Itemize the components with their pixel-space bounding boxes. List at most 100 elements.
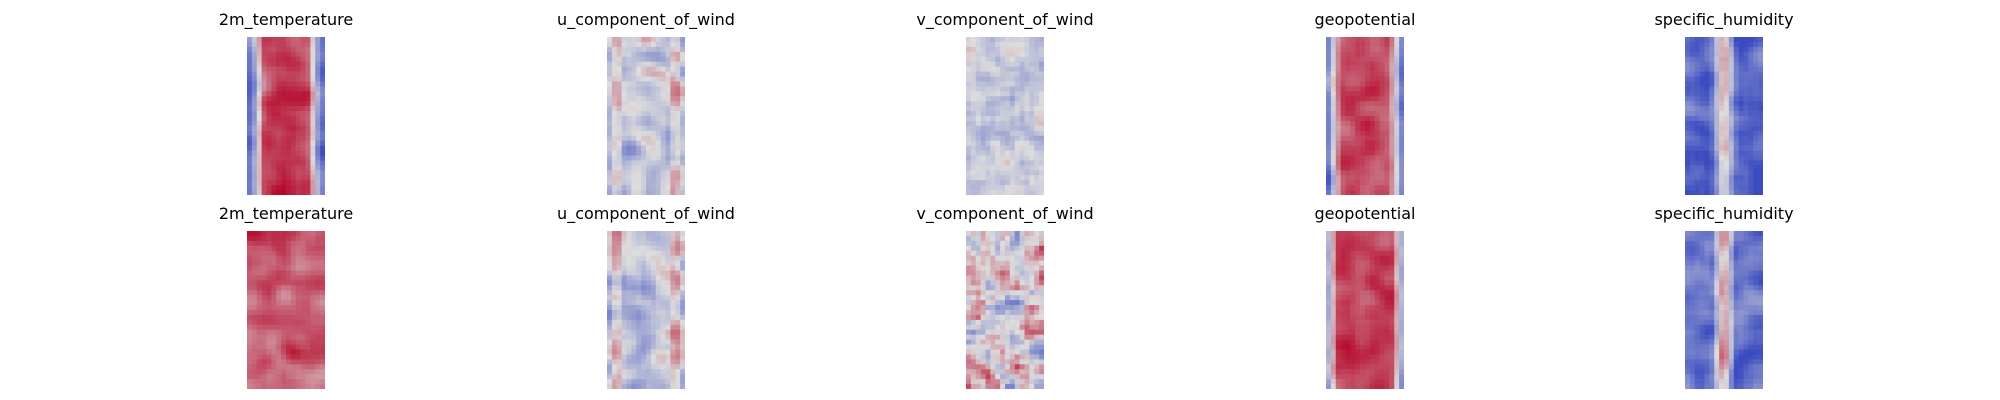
heatmap-cell bbox=[1743, 160, 1749, 166]
heatmap-cell bbox=[1714, 295, 1720, 301]
heatmap-cell bbox=[1330, 51, 1337, 58]
heatmap-cell bbox=[1738, 37, 1744, 43]
heatmap-cell bbox=[966, 231, 972, 237]
heatmap-image bbox=[607, 37, 685, 195]
heatmap-cell bbox=[607, 175, 613, 181]
heatmap-cell bbox=[1330, 270, 1337, 276]
heatmap-cell bbox=[1029, 96, 1035, 102]
heatmap-panel: u_component_of_wind bbox=[496, 10, 796, 200]
heatmap-cell bbox=[655, 130, 661, 137]
heatmap-cell bbox=[1379, 339, 1385, 345]
heatmap-cell bbox=[966, 96, 972, 102]
heatmap-cell bbox=[1399, 275, 1404, 281]
heatmap-cell bbox=[660, 106, 666, 112]
heatmap-cell bbox=[665, 270, 671, 276]
heatmap-cell bbox=[1024, 359, 1030, 365]
heatmap-cell bbox=[1340, 37, 1346, 43]
heatmap-cell bbox=[1360, 319, 1366, 326]
heatmap-cell bbox=[1724, 56, 1730, 62]
heatmap-cell bbox=[641, 344, 647, 350]
heatmap-cell bbox=[251, 305, 258, 311]
heatmap-cell bbox=[660, 305, 666, 311]
heatmap-cell bbox=[1000, 339, 1006, 345]
heatmap-cell bbox=[626, 175, 632, 181]
heatmap-cell bbox=[665, 255, 671, 261]
heatmap-cell bbox=[1000, 41, 1006, 48]
heatmap-cell bbox=[281, 190, 287, 195]
heatmap-cell bbox=[1694, 240, 1700, 247]
heatmap-cell bbox=[1340, 231, 1346, 237]
heatmap-cell bbox=[975, 319, 981, 326]
heatmap-cell bbox=[300, 135, 306, 141]
heatmap-cell bbox=[1034, 190, 1040, 195]
heatmap-cell bbox=[266, 384, 272, 389]
heatmap-cell bbox=[1000, 369, 1006, 375]
heatmap-cell bbox=[660, 374, 666, 380]
heatmap-cell bbox=[636, 76, 642, 82]
heatmap-cell bbox=[1743, 130, 1749, 137]
heatmap-cell bbox=[626, 120, 632, 127]
heatmap-cell bbox=[1748, 51, 1754, 58]
heatmap-cell bbox=[1728, 175, 1735, 181]
heatmap-cell bbox=[1360, 175, 1366, 181]
heatmap-cell bbox=[1714, 334, 1720, 340]
heatmap-cell bbox=[660, 285, 666, 291]
heatmap-cell bbox=[1365, 180, 1371, 186]
heatmap-cell bbox=[1005, 280, 1011, 286]
heatmap-cell bbox=[305, 231, 311, 237]
heatmap-cell bbox=[276, 290, 282, 296]
heatmap-cell bbox=[247, 300, 253, 306]
heatmap-cell bbox=[1000, 235, 1006, 242]
heatmap-cell bbox=[1728, 185, 1735, 191]
heatmap-cell bbox=[1345, 86, 1351, 92]
heatmap-cell bbox=[626, 185, 632, 191]
heatmap-cell bbox=[247, 145, 253, 151]
heatmap-cell bbox=[305, 285, 311, 291]
heatmap-cell bbox=[980, 255, 986, 261]
heatmap-cell bbox=[1694, 339, 1700, 345]
heatmap-cell bbox=[315, 101, 321, 107]
heatmap-cell bbox=[1039, 185, 1044, 191]
heatmap-cell bbox=[320, 384, 325, 389]
heatmap-cell bbox=[1728, 245, 1735, 252]
heatmap-cell bbox=[975, 374, 981, 380]
heatmap-cell bbox=[660, 185, 666, 191]
heatmap-cell bbox=[1340, 51, 1346, 58]
heatmap-cell bbox=[1728, 101, 1735, 107]
heatmap-cell bbox=[985, 270, 991, 276]
heatmap-cell bbox=[1379, 180, 1385, 186]
heatmap-cell bbox=[990, 344, 996, 350]
heatmap-cell bbox=[641, 160, 647, 166]
heatmap-cell bbox=[1724, 71, 1730, 77]
heatmap-cell bbox=[1360, 61, 1366, 67]
heatmap-cell bbox=[655, 285, 661, 291]
heatmap-cell bbox=[247, 96, 253, 102]
heatmap-cell bbox=[1733, 250, 1739, 256]
heatmap-cell bbox=[310, 150, 316, 156]
heatmap-cell bbox=[1335, 120, 1341, 127]
heatmap-cell bbox=[1384, 384, 1390, 389]
heatmap-cell bbox=[1685, 111, 1691, 117]
heatmap-cell bbox=[315, 160, 321, 166]
heatmap-cell bbox=[1350, 260, 1356, 266]
heatmap-cell bbox=[641, 125, 647, 132]
heatmap-cell bbox=[1389, 175, 1395, 181]
heatmap-cell bbox=[1039, 314, 1044, 321]
heatmap-cell bbox=[631, 66, 637, 72]
heatmap-cell bbox=[985, 364, 991, 370]
heatmap-cell bbox=[300, 319, 306, 326]
heatmap-cell bbox=[980, 125, 986, 132]
heatmap-cell bbox=[1005, 61, 1011, 67]
heatmap-cell bbox=[1326, 344, 1332, 350]
heatmap-cell bbox=[985, 310, 991, 316]
heatmap-cell bbox=[1389, 305, 1395, 311]
heatmap-cell bbox=[1009, 314, 1016, 321]
heatmap-cell bbox=[1704, 81, 1710, 87]
heatmap-cell bbox=[310, 81, 316, 87]
heatmap-cell bbox=[290, 310, 297, 316]
heatmap-cell bbox=[290, 170, 297, 176]
heatmap-cell bbox=[310, 265, 316, 271]
heatmap-panel: geopotential bbox=[1215, 10, 1515, 200]
heatmap-cell bbox=[315, 61, 321, 67]
heatmap-cell bbox=[975, 51, 981, 58]
